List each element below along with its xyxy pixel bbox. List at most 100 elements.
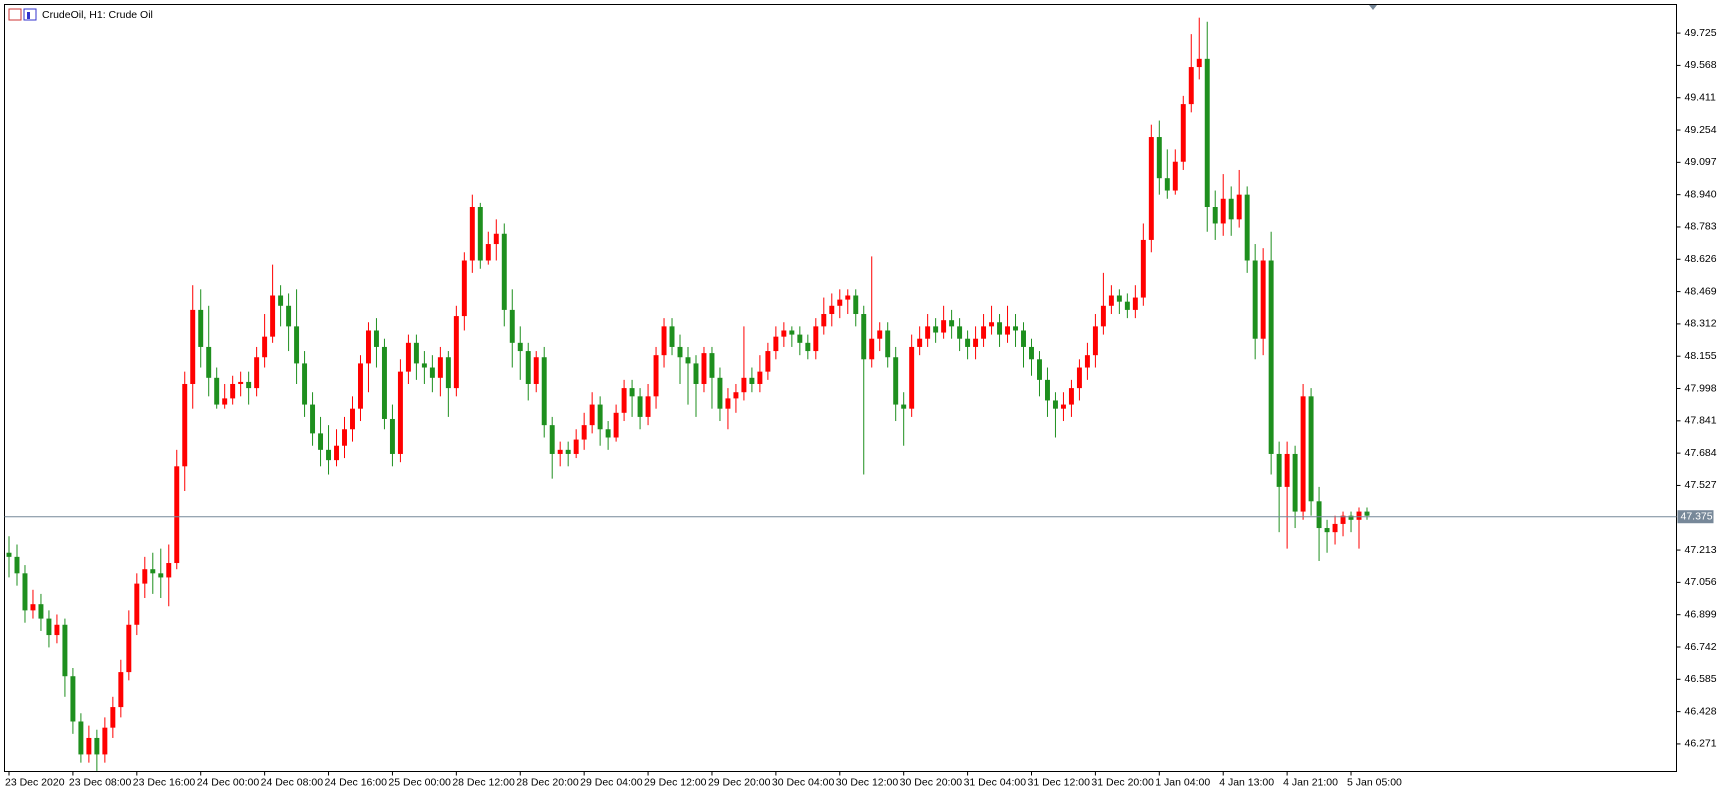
candle-body	[1013, 326, 1018, 331]
candle-body	[837, 299, 843, 306]
candle-body	[318, 433, 324, 450]
candle-body	[965, 338, 971, 347]
candle-body	[1340, 515, 1346, 524]
candle-body	[589, 404, 595, 426]
x-tick-label: 24 Dec 08:00	[261, 776, 324, 788]
x-tick-label: 4 Jan 21:00	[1283, 776, 1338, 788]
candle-body	[1172, 161, 1178, 191]
candle-body	[86, 737, 92, 755]
candle-body	[541, 357, 547, 426]
candle-body	[14, 556, 20, 574]
y-tick-label: 49.411	[1685, 92, 1716, 104]
candle-body	[134, 583, 140, 625]
last-price-box	[1677, 510, 1714, 524]
candle-body	[853, 295, 859, 315]
candle-body	[46, 618, 52, 636]
candle-body	[310, 404, 316, 434]
candle-body	[350, 408, 355, 430]
y-tick-label: 48.312	[1685, 318, 1717, 330]
candle-body	[1124, 301, 1130, 310]
y-tick-label: 46.428	[1685, 705, 1717, 717]
candle-body	[1212, 207, 1218, 224]
candle-body	[533, 357, 539, 384]
candle-body	[358, 363, 363, 409]
candle-body	[1068, 388, 1074, 405]
candle-body	[1348, 515, 1354, 520]
plot-frame	[4, 4, 1677, 772]
candle-body	[182, 383, 188, 467]
candle-body	[1356, 511, 1362, 520]
x-tick-label: 23 Dec 08:00	[69, 776, 132, 788]
candle-body	[981, 326, 987, 339]
candle-body	[805, 342, 811, 352]
candle-body	[669, 326, 675, 347]
candle-body	[142, 569, 148, 584]
candle-body	[1244, 194, 1250, 261]
y-tick-label: 46.742	[1685, 641, 1717, 653]
candle-body	[677, 346, 683, 358]
candle-body	[917, 338, 923, 347]
candle-body	[925, 326, 931, 339]
candle-body	[581, 425, 587, 440]
candle-body	[373, 330, 379, 347]
candle-body	[389, 418, 395, 454]
candle-body	[469, 207, 475, 261]
x-tick-label: 23 Dec 16:00	[133, 776, 196, 788]
candle-body	[773, 336, 779, 352]
candle-body	[901, 404, 907, 409]
y-tick-label: 46.899	[1685, 608, 1717, 620]
y-tick-label: 47.213	[1685, 544, 1717, 556]
y-tick-label: 47.056	[1685, 576, 1717, 588]
candle-body	[22, 573, 28, 611]
candle-body	[334, 445, 339, 461]
candle-body	[342, 429, 347, 446]
candle-body	[38, 604, 44, 619]
candle-body	[821, 314, 827, 327]
candle-body	[709, 353, 715, 378]
y-tick-label: 48.783	[1685, 221, 1717, 233]
candle-body	[246, 381, 252, 389]
candle-body	[381, 346, 387, 419]
candle-body	[517, 342, 523, 352]
candle-body	[501, 233, 507, 310]
candle-body	[1292, 453, 1298, 512]
candle-body	[1021, 330, 1026, 347]
candle-body	[789, 330, 795, 335]
shift-marker	[1369, 5, 1377, 10]
candle-body	[1308, 396, 1314, 502]
candle-body	[222, 398, 228, 405]
candle-body	[102, 727, 108, 755]
x-tick-label: 29 Dec 04:00	[580, 776, 643, 788]
candle-body	[1332, 523, 1338, 533]
candle-body	[717, 377, 723, 409]
candle-body	[1268, 260, 1274, 454]
x-tick-label: 4 Jan 13:00	[1219, 776, 1274, 788]
candle-body	[206, 346, 212, 378]
y-tick-label: 46.271	[1685, 738, 1717, 750]
candle-body	[1180, 104, 1186, 162]
y-tick-label: 47.684	[1685, 447, 1717, 459]
candle-body	[437, 357, 443, 378]
x-tick-label: 5 Jan 05:00	[1347, 776, 1402, 788]
candle-body	[286, 305, 292, 327]
candle-body	[645, 396, 651, 417]
candle-body	[405, 342, 411, 372]
x-tick-label: 31 Dec 04:00	[964, 776, 1027, 788]
candle-body	[1084, 355, 1090, 368]
candle-body	[1252, 260, 1258, 339]
candle-body	[150, 569, 156, 574]
candle-body	[302, 363, 308, 405]
y-tick-label: 48.469	[1685, 285, 1717, 297]
candle-body	[741, 377, 747, 393]
x-tick-label: 24 Dec 00:00	[197, 776, 260, 788]
y-tick-label: 49.725	[1685, 27, 1717, 39]
candle-body	[989, 322, 995, 327]
y-tick-label: 47.527	[1685, 479, 1717, 491]
candle-body	[1196, 58, 1202, 68]
candle-body	[637, 396, 643, 417]
candle-body	[1029, 346, 1034, 360]
candle-body	[365, 330, 371, 364]
candle-body	[1284, 453, 1290, 487]
candle-body	[893, 357, 899, 405]
